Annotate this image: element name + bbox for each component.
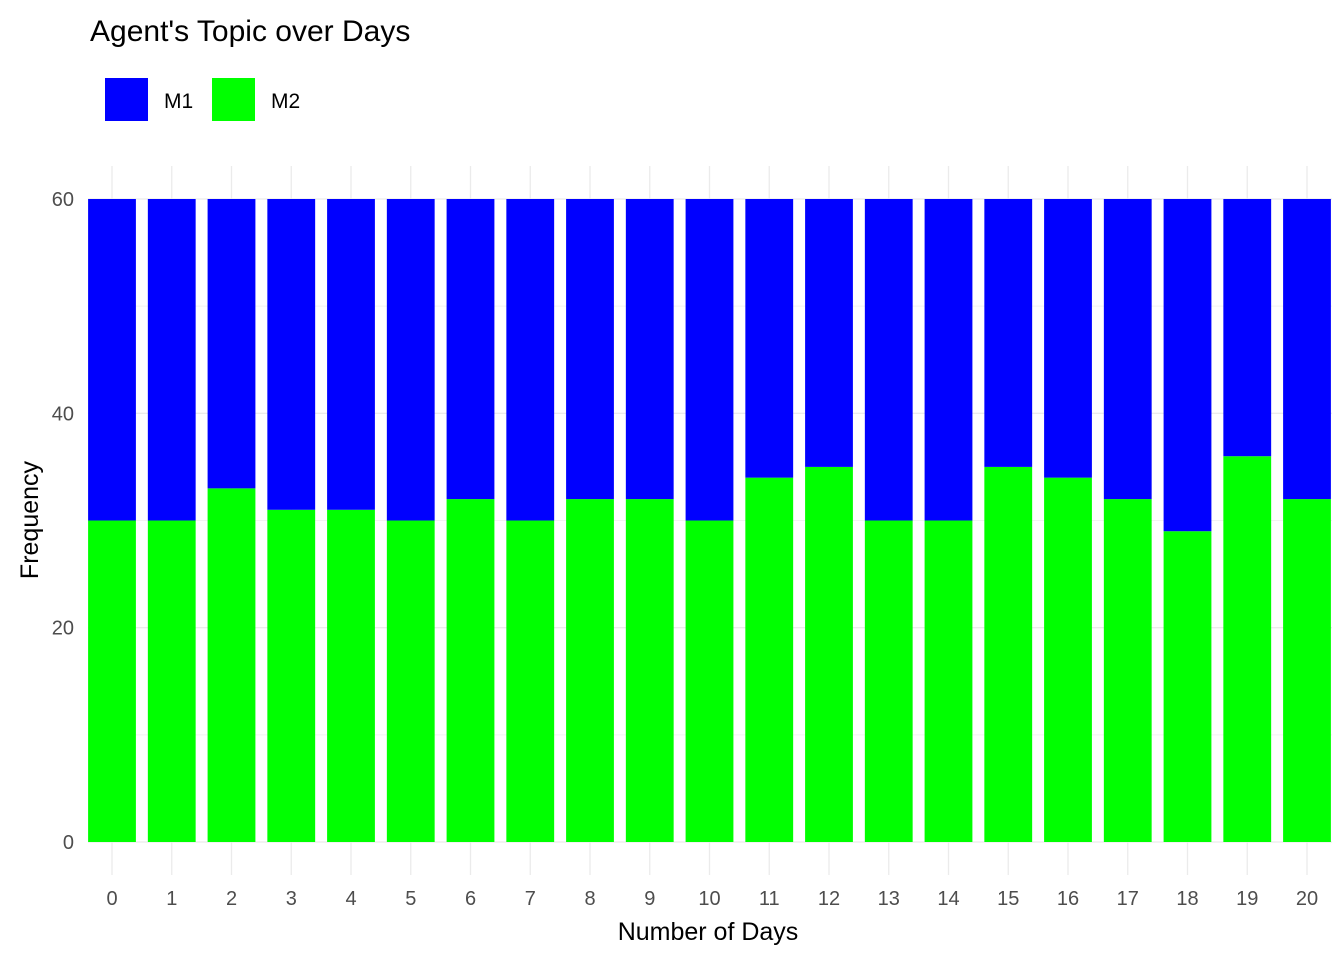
x-tick-label: 17 <box>1117 888 1139 910</box>
bar-m1-day-7 <box>506 199 555 521</box>
bar-m2-day-19 <box>1223 456 1272 842</box>
bar-m2-day-10 <box>685 520 734 842</box>
x-tick-label: 0 <box>106 888 117 910</box>
x-tick-label: 3 <box>286 888 297 910</box>
bar-m2-day-11 <box>745 477 794 842</box>
legend: M1 M2 <box>105 78 300 121</box>
bar-m1-day-3 <box>267 199 316 510</box>
bar-m2-day-17 <box>1103 499 1152 842</box>
bar-m2-day-15 <box>984 466 1033 842</box>
y-tick-label: 40 <box>52 403 74 425</box>
bar-m1-day-5 <box>386 199 435 521</box>
x-tick-label: 1 <box>166 888 177 910</box>
x-tick-label: 10 <box>698 888 720 910</box>
bar-m2-day-20 <box>1283 499 1331 842</box>
bar-m1-day-11 <box>745 199 794 478</box>
bar-m1-day-1 <box>147 199 196 521</box>
bar-m2-day-8 <box>566 499 614 842</box>
chart-title: Agent's Topic over Days <box>90 15 410 48</box>
x-tick-label: 18 <box>1176 888 1198 910</box>
x-tick-label: 9 <box>644 888 655 910</box>
x-tick-label: 2 <box>226 888 237 910</box>
bar-m2-day-12 <box>805 466 853 842</box>
bar-m2-day-1 <box>147 520 196 842</box>
bar-m2-day-13 <box>864 520 913 842</box>
x-tick-label: 14 <box>937 888 959 910</box>
bar-m2-day-6 <box>446 499 495 842</box>
y-tick-label: 60 <box>52 189 74 211</box>
y-axis-ticks: 0 20 40 60 <box>52 189 74 854</box>
bar-m1-day-20 <box>1283 199 1331 500</box>
bar-m1-day-18 <box>1163 199 1212 532</box>
y-tick-label: 20 <box>52 618 74 640</box>
bar-m1-day-15 <box>984 199 1033 467</box>
bar-m1-day-13 <box>864 199 913 521</box>
x-axis-ticks: 0 1 2 3 4 5 6 7 8 9 10 11 12 13 14 15 16 17 18 19 20 <box>106 888 1318 910</box>
bar-m1-day-19 <box>1223 199 1272 457</box>
bars <box>88 199 1331 842</box>
x-tick-label: 16 <box>1057 888 1079 910</box>
bar-m1-day-10 <box>685 199 734 521</box>
legend-key-m2 <box>212 78 255 121</box>
x-tick-label: 19 <box>1236 888 1258 910</box>
y-tick-label: 0 <box>63 832 74 854</box>
bar-m1-day-9 <box>625 199 674 500</box>
legend-label-m2: M2 <box>271 90 300 113</box>
bar-m2-day-2 <box>207 488 256 842</box>
x-tick-label: 5 <box>405 888 416 910</box>
bar-m1-day-14 <box>924 199 973 521</box>
bar-m1-day-2 <box>207 199 256 489</box>
bar-m1-day-6 <box>446 199 495 500</box>
x-tick-label: 12 <box>818 888 840 910</box>
x-tick-label: 15 <box>997 888 1019 910</box>
bar-m2-day-0 <box>88 520 136 842</box>
x-tick-label: 20 <box>1296 888 1318 910</box>
legend-label-m1: M1 <box>164 90 193 113</box>
bar-m2-day-4 <box>327 509 375 842</box>
bar-m1-day-0 <box>88 199 136 521</box>
bar-m1-day-12 <box>805 199 853 467</box>
y-axis-title: Frequency <box>16 460 44 579</box>
bar-m1-day-16 <box>1044 199 1092 478</box>
x-axis-title: Number of Days <box>618 918 799 946</box>
x-tick-label: 8 <box>584 888 595 910</box>
x-tick-label: 13 <box>878 888 900 910</box>
bar-m1-day-4 <box>327 199 375 510</box>
bar-m2-day-7 <box>506 520 555 842</box>
bar-m1-day-17 <box>1103 199 1152 500</box>
bar-m1-day-8 <box>566 199 614 500</box>
x-tick-label: 6 <box>465 888 476 910</box>
bar-m2-day-16 <box>1044 477 1092 842</box>
bar-m2-day-9 <box>625 499 674 842</box>
bar-m2-day-5 <box>386 520 435 842</box>
legend-key-m1 <box>105 78 148 121</box>
x-tick-label: 7 <box>525 888 536 910</box>
x-tick-label: 4 <box>345 888 356 910</box>
x-tick-label: 11 <box>759 888 780 910</box>
bar-m2-day-14 <box>924 520 973 842</box>
bar-m2-day-18 <box>1163 531 1212 842</box>
bar-m2-day-3 <box>267 509 316 842</box>
